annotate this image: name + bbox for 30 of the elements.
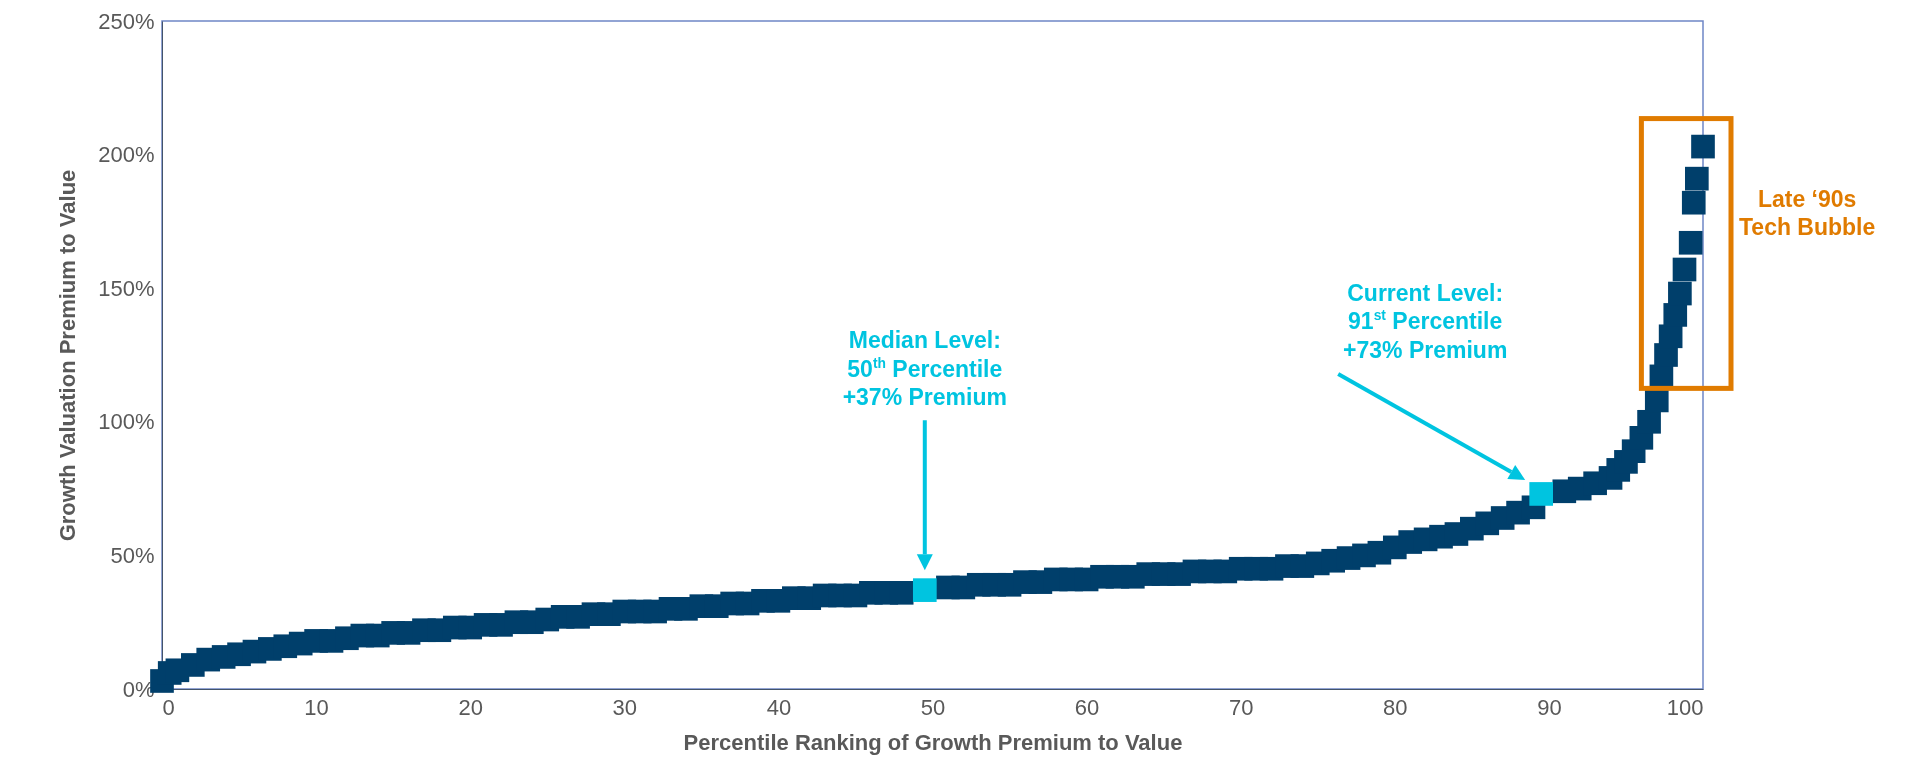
y-tick-label: 200%	[98, 142, 155, 168]
x-tick-label: 40	[766, 694, 792, 720]
point	[1681, 190, 1706, 215]
point	[1663, 303, 1688, 327]
annotation: Current Level: 91$^{st}$ Percentile +73% Premium	[1343, 278, 1508, 365]
x-axis-title: Percentile Ranking of Growth Premium to Value	[683, 729, 1183, 755]
y-axis-title: Growth Valuation Premium to Value	[55, 169, 81, 542]
x-tick-label: 50	[920, 694, 946, 720]
y-tick-label: 50%	[110, 542, 155, 568]
x-tick-label: 90	[1537, 694, 1562, 720]
point	[1529, 482, 1554, 506]
x-tick-label: 100	[1666, 694, 1704, 720]
point	[1668, 281, 1692, 306]
point	[1691, 134, 1715, 159]
annotation: Median Level: 50$^{th}$ Percentile +37% Premium	[842, 325, 1007, 413]
text: Late ‘90s Tech Bubble	[1739, 184, 1876, 243]
x-tick-label: 70	[1228, 694, 1254, 720]
x-tick-label: 60	[1074, 694, 1100, 720]
y-tick-label: 150%	[98, 275, 155, 301]
x-tick-label: 30	[612, 694, 638, 720]
x-tick-label: 0	[162, 694, 175, 720]
point	[912, 578, 937, 602]
x-tick-label: 20	[458, 694, 483, 720]
x-tick-label: 10	[304, 694, 329, 720]
y-tick-label: 100%	[98, 409, 155, 435]
point	[1685, 166, 1709, 191]
point	[1678, 230, 1703, 255]
x-tick-label: 80	[1383, 694, 1408, 720]
y-tick-label: 250%	[98, 8, 155, 34]
point	[1672, 257, 1697, 282]
